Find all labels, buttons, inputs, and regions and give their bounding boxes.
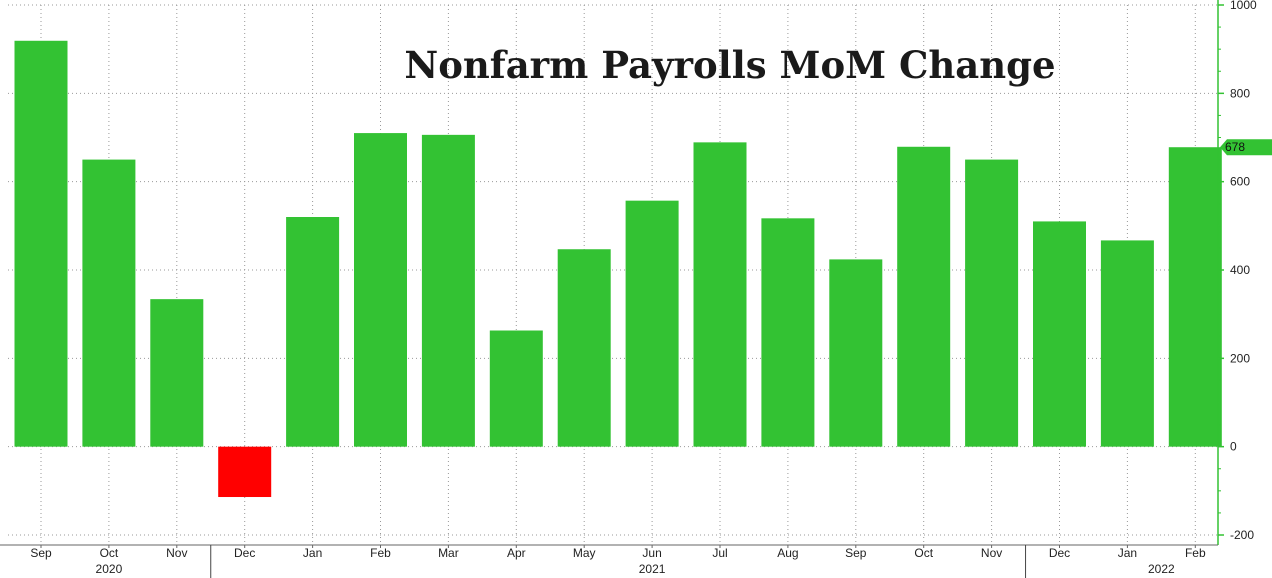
- bar: [421, 134, 475, 447]
- x-tick-label: May: [573, 546, 596, 560]
- bar: [557, 249, 611, 447]
- x-tick-label: Jun: [642, 546, 661, 560]
- year-label: 2020: [96, 562, 123, 576]
- bar: [1168, 147, 1222, 447]
- x-tick-label: Jan: [1118, 546, 1137, 560]
- x-tick-label: Jan: [303, 546, 322, 560]
- x-tick-label: Sep: [845, 546, 867, 560]
- y-axis: -200 0 200 400 600 800 1000 678: [1217, 0, 1272, 545]
- bar: [150, 299, 204, 447]
- bar: [693, 142, 747, 447]
- x-tick-label: Aug: [777, 546, 798, 560]
- x-tick-label: Feb: [1185, 546, 1206, 560]
- bar: [1100, 240, 1154, 447]
- year-label: 2021: [639, 562, 666, 576]
- x-tick-label: Mar: [438, 546, 459, 560]
- x-tick-label: Oct: [914, 546, 933, 560]
- y-tick-label: 200: [1230, 351, 1250, 365]
- x-tick-label: Dec: [1049, 546, 1070, 560]
- x-tick-label: Dec: [234, 546, 255, 560]
- y-tick-label: 1000: [1230, 0, 1257, 12]
- last-value-label: 678: [1225, 140, 1245, 154]
- x-tick-label: Apr: [507, 546, 526, 560]
- y-tick-label: 600: [1230, 175, 1250, 189]
- last-value-tag: [1220, 139, 1272, 156]
- bar: [354, 133, 407, 447]
- bar: [897, 146, 951, 447]
- bar: [625, 200, 679, 447]
- bar: [829, 259, 883, 447]
- x-tick-label: Feb: [370, 546, 391, 560]
- bar: [14, 40, 68, 447]
- chart-title: Nonfarm Payrolls MoM Change: [404, 43, 1055, 87]
- x-tick-label: Jul: [712, 546, 727, 560]
- x-tick-label: Oct: [100, 546, 119, 560]
- x-tick-label: Nov: [166, 546, 187, 560]
- y-tick-label: 800: [1230, 86, 1250, 100]
- year-label: 2022: [1148, 562, 1175, 576]
- bar: [82, 159, 136, 447]
- x-tick-label: Nov: [981, 546, 1002, 560]
- y-tick-label: 400: [1230, 263, 1250, 277]
- bar: [286, 217, 340, 447]
- y-tick-label: -200: [1230, 528, 1254, 542]
- bar: [1033, 221, 1086, 447]
- bar: [761, 218, 815, 447]
- x-tick-label: Sep: [30, 546, 52, 560]
- y-tick-label: 0: [1230, 440, 1237, 454]
- x-axis: Sep Oct Nov Dec Jan Feb Mar Apr May Jun Jul Aug Sep O…: [0, 544, 1218, 578]
- bar: [218, 446, 272, 498]
- bar: [489, 330, 543, 447]
- bars: [14, 40, 1222, 498]
- bar: [965, 159, 1019, 447]
